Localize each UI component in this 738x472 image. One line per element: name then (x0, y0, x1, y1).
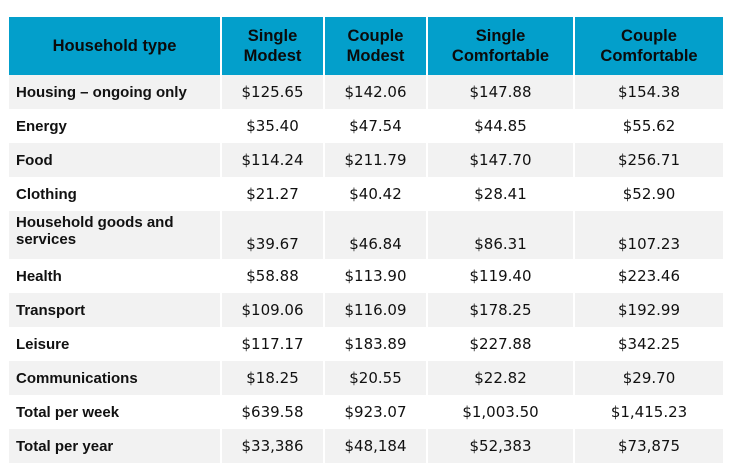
cell-couple-modest: $142.06 (325, 75, 428, 109)
cell-couple-modest: $20.55 (325, 361, 428, 395)
table-row: Household goods and services $39.67 $46.… (9, 211, 723, 259)
budget-table-container: Household type Single Modest Couple Mode… (9, 17, 723, 463)
cell-couple-comfortable: $107.23 (575, 211, 723, 259)
table-row: Leisure $117.17 $183.89 $227.88 $342.25 (9, 327, 723, 361)
table-row: Health $58.88 $113.90 $119.40 $223.46 (9, 259, 723, 293)
cell-single-modest: $21.27 (222, 177, 325, 211)
cell-couple-modest: $46.84 (325, 211, 428, 259)
header-line: Comfortable (600, 47, 698, 65)
table-row: Transport $109.06 $116.09 $178.25 $192.9… (9, 293, 723, 327)
header-line: Couple (621, 27, 677, 45)
cell-couple-comfortable: $342.25 (575, 327, 723, 361)
header-couple-modest: Couple Modest (325, 17, 428, 75)
cell-single-modest: $58.88 (222, 259, 325, 293)
header-line: Single (475, 27, 526, 45)
cell-couple-comfortable: $52.90 (575, 177, 723, 211)
table-row: Communications $18.25 $20.55 $22.82 $29.… (9, 361, 723, 395)
row-label: Household goods and services (9, 211, 222, 259)
header-line: Modest (346, 47, 405, 65)
cell-couple-modest: $183.89 (325, 327, 428, 361)
cell-couple-comfortable: $73,875 (575, 429, 723, 463)
cell-single-modest: $33,386 (222, 429, 325, 463)
table-row: Food $114.24 $211.79 $147.70 $256.71 (9, 143, 723, 177)
cell-single-comfortable: $178.25 (428, 293, 575, 327)
header-line: Modest (243, 47, 302, 65)
cell-couple-modest: $211.79 (325, 143, 428, 177)
row-label: Health (9, 259, 222, 293)
row-label: Leisure (9, 327, 222, 361)
row-label: Total per week (9, 395, 222, 429)
header-line: Comfortable (451, 47, 550, 65)
table-row-total-year: Total per year $33,386 $48,184 $52,383 $… (9, 429, 723, 463)
row-label: Total per year (9, 429, 222, 463)
cell-single-comfortable: $22.82 (428, 361, 575, 395)
header-single-comfortable: Single Comfortable (428, 17, 575, 75)
cell-couple-comfortable: $1,415.23 (575, 395, 723, 429)
household-budget-table: Household type Single Modest Couple Mode… (9, 17, 723, 463)
cell-couple-modest: $48,184 (325, 429, 428, 463)
cell-single-comfortable: $28.41 (428, 177, 575, 211)
table-row: Clothing $21.27 $40.42 $28.41 $52.90 (9, 177, 723, 211)
row-label: Communications (9, 361, 222, 395)
header-couple-comfortable: Couple Comfortable (575, 17, 723, 75)
header-line: Single (247, 27, 298, 45)
cell-single-comfortable: $52,383 (428, 429, 575, 463)
cell-single-modest: $117.17 (222, 327, 325, 361)
row-label: Clothing (9, 177, 222, 211)
table-row-total-week: Total per week $639.58 $923.07 $1,003.50… (9, 395, 723, 429)
row-label: Housing – ongoing only (9, 75, 222, 109)
cell-single-modest: $125.65 (222, 75, 325, 109)
cell-couple-comfortable: $256.71 (575, 143, 723, 177)
table-body: Housing – ongoing only $125.65 $142.06 $… (9, 75, 723, 463)
row-label: Transport (9, 293, 222, 327)
cell-couple-modest: $113.90 (325, 259, 428, 293)
cell-couple-comfortable: $29.70 (575, 361, 723, 395)
header-household-type: Household type (9, 17, 222, 75)
header-household-type-text: Household type (52, 37, 177, 55)
table-row: Housing – ongoing only $125.65 $142.06 $… (9, 75, 723, 109)
cell-single-comfortable: $44.85 (428, 109, 575, 143)
row-label: Food (9, 143, 222, 177)
cell-couple-modest: $47.54 (325, 109, 428, 143)
cell-single-modest: $109.06 (222, 293, 325, 327)
cell-single-modest: $639.58 (222, 395, 325, 429)
header-line: Couple (347, 27, 404, 45)
table-row: Energy $35.40 $47.54 $44.85 $55.62 (9, 109, 723, 143)
cell-couple-comfortable: $154.38 (575, 75, 723, 109)
cell-couple-comfortable: $223.46 (575, 259, 723, 293)
cell-single-modest: $39.67 (222, 211, 325, 259)
cell-couple-modest: $40.42 (325, 177, 428, 211)
cell-couple-comfortable: $55.62 (575, 109, 723, 143)
cell-single-comfortable: $147.70 (428, 143, 575, 177)
row-label: Energy (9, 109, 222, 143)
cell-single-modest: $35.40 (222, 109, 325, 143)
cell-single-comfortable: $119.40 (428, 259, 575, 293)
table-header: Household type Single Modest Couple Mode… (9, 17, 723, 75)
cell-single-comfortable: $86.31 (428, 211, 575, 259)
cell-single-comfortable: $227.88 (428, 327, 575, 361)
cell-single-modest: $18.25 (222, 361, 325, 395)
cell-single-comfortable: $147.88 (428, 75, 575, 109)
header-row: Household type Single Modest Couple Mode… (9, 17, 723, 75)
cell-couple-modest: $116.09 (325, 293, 428, 327)
cell-single-comfortable: $1,003.50 (428, 395, 575, 429)
cell-couple-modest: $923.07 (325, 395, 428, 429)
cell-single-modest: $114.24 (222, 143, 325, 177)
cell-couple-comfortable: $192.99 (575, 293, 723, 327)
header-single-modest: Single Modest (222, 17, 325, 75)
